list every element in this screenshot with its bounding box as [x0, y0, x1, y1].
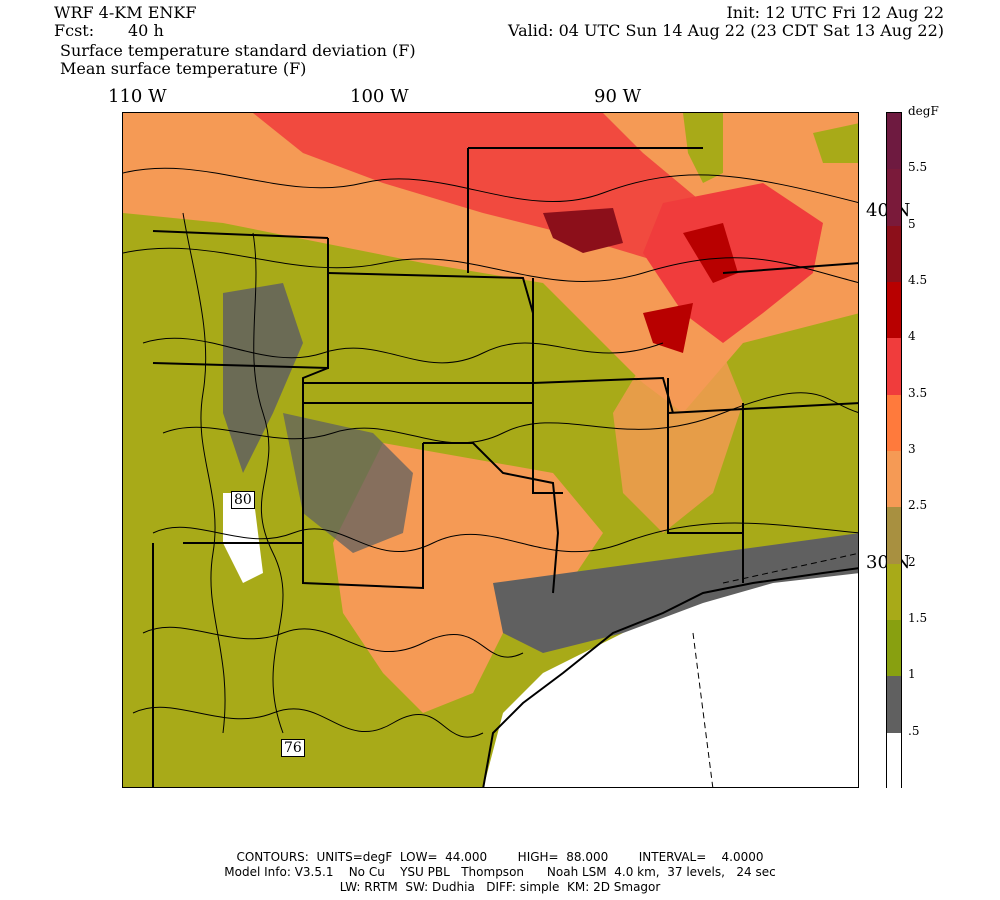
colorbar-level-label: 4 [908, 329, 916, 344]
colorbar-bin [887, 338, 901, 395]
field-region-panhandle-low [283, 413, 413, 553]
field-region-missouri-max [643, 303, 693, 353]
forecast-hour: 40 h [128, 21, 164, 40]
contour-label-76: 76 [281, 739, 305, 757]
init-time: Init: 12 UTC Fri 12 Aug 22 [726, 3, 944, 22]
field-title-2: Mean surface temperature (F) [60, 59, 307, 78]
colorbar-unit: degF [908, 104, 939, 118]
field-region-illinois-max [683, 223, 738, 283]
colorbar-bin [887, 676, 901, 733]
colorbar-level-label: .5 [908, 723, 920, 738]
footer-contours: CONTOURS: UNITS=degF LOW= 44.000 HIGH= 8… [236, 850, 764, 864]
contour-lines [123, 167, 858, 738]
colorbar-bin [887, 732, 901, 789]
field-region-iowa-max [543, 208, 623, 253]
colorbar-bin [887, 620, 901, 677]
offshore-boundary [692, 552, 858, 787]
colorbar-level-label: 4.5 [908, 273, 928, 287]
colorbar-level-label: 5 [908, 216, 916, 231]
colorbar-bin [887, 225, 901, 282]
colorbar-level-label: 2 [908, 554, 916, 569]
map-svg [123, 113, 858, 787]
colorbar-level-label: 1.5 [908, 611, 928, 625]
lon-label-110w: 110 W [108, 86, 167, 107]
colorbar-bin [887, 451, 901, 508]
lon-label-100w: 100 W [350, 86, 409, 107]
field-region-rockies-low [223, 283, 303, 473]
colorbar-bin [887, 169, 901, 226]
model-title: WRF 4-KM ENKF [54, 3, 197, 22]
footer-model-info: Model Info: V3.5.1 No Cu YSU PBL Thompso… [224, 865, 776, 879]
footer-physics: LW: RRTM SW: Dudhia DIFF: simple KM: 2D … [339, 880, 661, 894]
gulf-coastline [482, 567, 858, 787]
colorbar-bin [887, 563, 901, 620]
contour-label-80: 80 [231, 491, 255, 509]
colorbar-level-label: 3.5 [908, 385, 928, 400]
colorbar-level-label: 1 [908, 667, 916, 682]
colorbar-bin [887, 394, 901, 451]
colorbar-bin [887, 113, 901, 170]
valid-time: Valid: 04 UTC Sun 14 Aug 22 (23 CDT Sat … [507, 21, 944, 40]
colorbar-bin [887, 282, 901, 339]
state-borders [152, 147, 858, 787]
field-title-1: Surface temperature standard deviation (… [60, 41, 416, 60]
map-panel: 80 76 [122, 112, 859, 788]
forecast-label: Fcst: [54, 21, 95, 40]
lake-huron [813, 123, 858, 163]
lon-label-90w: 90 W [594, 86, 642, 107]
colorbar-level-label: 5.5 [908, 160, 928, 175]
colorbar-level-label: 3 [908, 442, 916, 456]
field-region-gulf-coast-low [493, 533, 858, 653]
field-region-delta-warm [613, 353, 743, 533]
field-region-gulf-water [483, 573, 858, 787]
colorbar-bin [887, 507, 901, 564]
field-region-mountain-white [223, 493, 263, 583]
colorbar-level-label: 2.5 [908, 498, 928, 513]
colorbar [886, 112, 902, 789]
